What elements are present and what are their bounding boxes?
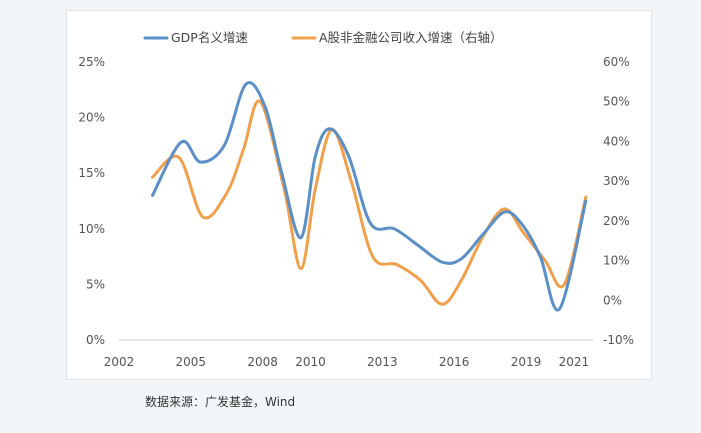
legend-label-gdp: GDP名义增速	[171, 30, 248, 45]
x-tick-label: 2008	[247, 355, 278, 369]
left-tick-label: 20%	[78, 111, 105, 125]
right-tick-label: 60%	[603, 55, 630, 69]
x-tick-label: 2013	[367, 355, 398, 369]
series-layer	[151, 81, 588, 312]
x-tick-label: 2002	[104, 355, 135, 369]
chart-svg: GDP名义增速 A股非金融公司收入增速（右轴） 0% 5% 10% 15% 20% 25%…	[78, 30, 634, 369]
x-axis-ticks: 2002 2005 2008 2010 2013 2016 2019 2021	[104, 355, 589, 369]
x-tick-label: 2021	[559, 355, 590, 369]
x-tick-label: 2016	[439, 355, 470, 369]
left-axis-ticks: 0% 5% 10% 15% 20% 25%	[78, 55, 105, 347]
x-tick-label: 2019	[511, 355, 542, 369]
right-tick-label: 50%	[603, 95, 630, 109]
source-note: 数据来源：广发基金，Wind	[145, 395, 296, 409]
legend: GDP名义增速 A股非金融公司收入增速（右轴）	[143, 30, 503, 45]
right-tick-label: 10%	[603, 254, 630, 268]
right-tick-label: 0%	[603, 293, 622, 307]
left-tick-label: 10%	[78, 222, 105, 236]
right-axis-ticks: -10% 0% 10% 20% 30% 40% 50% 60%	[603, 55, 634, 347]
left-tick-label: 25%	[78, 55, 105, 69]
chart-card: GDP名义增速 A股非金融公司收入增速（右轴） 0% 5% 10% 15% 20% 25%…	[66, 10, 652, 380]
left-tick-label: 15%	[78, 166, 105, 180]
x-tick-label: 2010	[295, 355, 326, 369]
right-tick-label: 40%	[603, 134, 630, 148]
left-tick-label: 5%	[86, 277, 105, 291]
right-tick-label: 20%	[603, 214, 630, 228]
series-line-revenue	[151, 99, 588, 306]
series-line-gdp	[151, 81, 588, 312]
legend-label-revenue: A股非金融公司收入增速（右轴）	[319, 30, 503, 45]
left-tick-label: 0%	[86, 333, 105, 347]
x-tick-label: 2005	[176, 355, 207, 369]
right-tick-label: -10%	[603, 333, 634, 347]
right-tick-label: 30%	[603, 174, 630, 188]
